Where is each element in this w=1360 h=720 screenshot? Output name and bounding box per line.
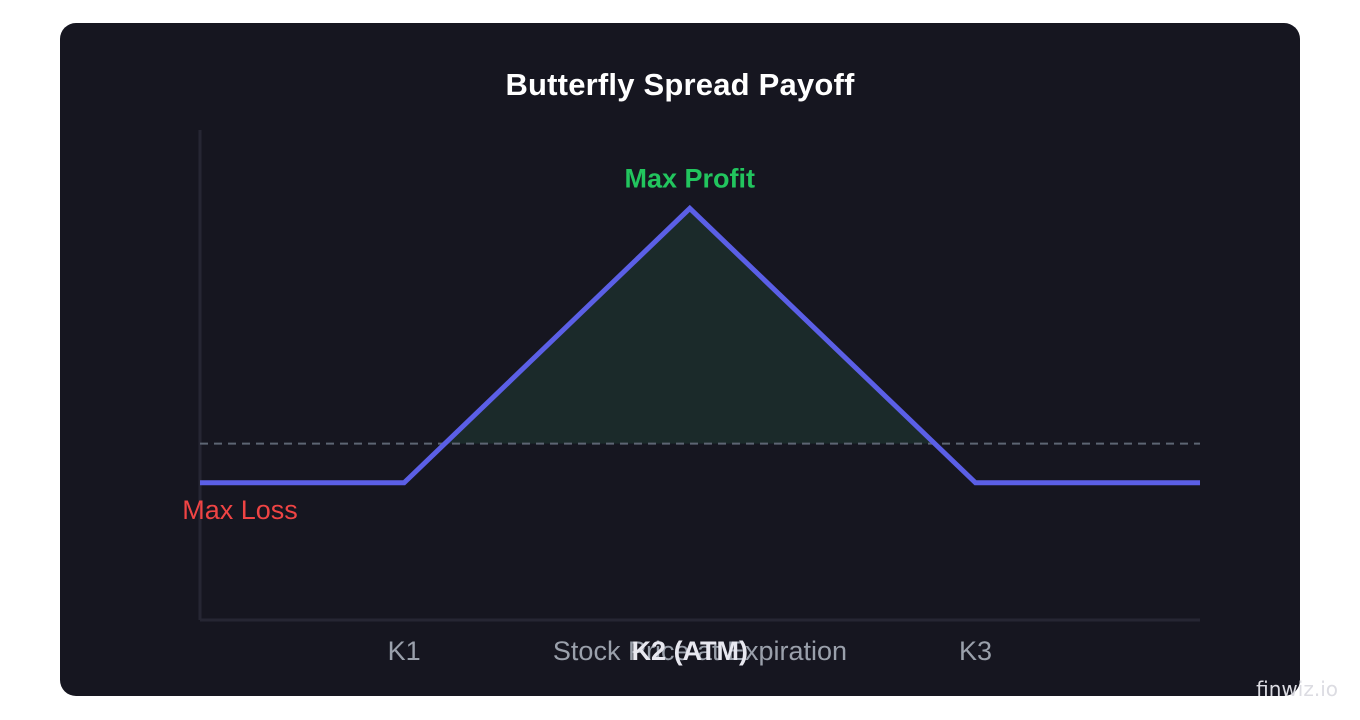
profit-area [444, 208, 935, 444]
x-tick-label: K1 [388, 636, 421, 666]
x-tick-label: K2 (ATM) [632, 636, 748, 666]
watermark: finwiz.io [1256, 677, 1338, 701]
payoff-chart: Stock Price at Expiration K1 K2 (ATM) K3 Max… [182, 130, 1200, 666]
payoff-line [200, 204, 1200, 486]
max-loss-label: Max Loss [182, 495, 298, 525]
x-tick-label: K3 [959, 636, 992, 666]
x-axis-label: Stock Price at Expiration [553, 636, 847, 666]
max-profit-label: Max Profit [625, 163, 756, 193]
chart-card: Butterfly Spread Payoff Stock Price at E… [60, 23, 1300, 696]
chart-title: Butterfly Spread Payoff [505, 67, 855, 102]
